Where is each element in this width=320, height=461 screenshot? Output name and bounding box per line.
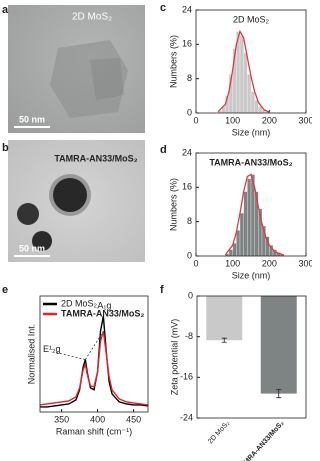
x-tick-label: 300 (298, 115, 312, 125)
x-tick-label: 0 (193, 258, 198, 268)
y-tick-label: -24 (180, 412, 193, 422)
annotation-line (85, 331, 104, 360)
x-tick-label: 100 (225, 258, 240, 268)
scale-bar-label: 50 nm (19, 243, 45, 253)
bar (260, 296, 297, 394)
x-tick-label: 300 (298, 258, 312, 268)
error-bar (276, 389, 282, 399)
figure: a 2D MoS₂ 50 nm b TAMRA-AN33/MoS₂ 50 nm … (2, 2, 312, 461)
y-axis-title: Normalised Int. (26, 324, 36, 385)
x-axis-title: Size (nm) (232, 270, 271, 280)
annotation-line (55, 352, 86, 360)
histogram-bar (243, 191, 248, 257)
x-tick-label: 450 (126, 414, 141, 424)
image-caption: TAMRA-AN33/MoS₂ (54, 153, 137, 163)
histogram-bar (228, 249, 233, 257)
y-tick-label: 8 (187, 73, 192, 83)
y-tick-label: 0 (187, 250, 192, 260)
panel-label: f (160, 284, 164, 296)
bar (206, 296, 243, 341)
image-caption: 2D MoS₂ (72, 12, 112, 23)
histogram-bar (250, 91, 255, 114)
y-tick-label: 0 (187, 107, 192, 117)
x-tick-label: 100 (225, 115, 240, 125)
y-tick-label: 24 (182, 4, 192, 14)
x-axis-title: Size (nm) (232, 127, 271, 137)
spectrum-line (39, 331, 149, 406)
legend-label: TAMRA-AN33/MoS₂ (61, 308, 144, 318)
x-axis-title: Raman shift (cm⁻¹) (56, 426, 132, 436)
y-tick-label: -16 (180, 372, 193, 382)
peak-annotation: E¹₂g (43, 344, 61, 354)
y-tick-label: 0 (188, 290, 193, 300)
y-axis-title: Zeta potential (mV) (169, 319, 179, 396)
plot-frame (196, 295, 307, 419)
histogram-bar (258, 106, 263, 114)
x-tick-label: 200 (262, 115, 277, 125)
panel-label: c (160, 2, 166, 14)
scale-bar-label: 50 nm (19, 114, 45, 124)
y-axis-title: Numbers (%) (168, 178, 178, 231)
histogram-bar (247, 178, 252, 257)
y-tick-label: 24 (182, 147, 192, 157)
panel-label: b (2, 142, 9, 154)
spectrum-line (40, 316, 149, 408)
x-tick-label: TAMRA-AN33/MoS₂ (237, 420, 286, 461)
tem-image-b (8, 140, 145, 262)
panel-label: e (2, 284, 8, 296)
peak-annotation: A₁g (97, 300, 111, 310)
histogram-bar (247, 74, 252, 114)
plot-frame (195, 152, 307, 257)
x-tick-label: 0 (193, 115, 198, 125)
x-tick-label: 400 (90, 414, 105, 424)
y-tick-label: 16 (182, 182, 192, 192)
legend-label: TAMRA-AN33/MoS₂ (209, 157, 292, 167)
x-tick-label: 200 (262, 258, 277, 268)
legend-label: 2D MoS₂ (61, 298, 98, 308)
panel-label: a (2, 4, 9, 16)
x-tick-label: 2D MoS₂ (207, 420, 231, 446)
error-bar (221, 337, 227, 343)
fit-curve (217, 29, 270, 113)
legend-label: 2D MoS₂ (233, 14, 270, 24)
y-tick-label: 8 (187, 216, 192, 226)
histogram-bar (239, 212, 244, 257)
panel-label: d (160, 144, 167, 156)
histogram-bar (239, 35, 244, 114)
histogram-bar (243, 52, 248, 114)
tem-image-a (8, 5, 145, 133)
histogram-bar (236, 230, 241, 257)
y-axis-title: Numbers (%) (168, 35, 178, 88)
fit-curve (224, 173, 285, 256)
x-tick-label: 350 (54, 414, 69, 424)
y-tick-label: -8 (185, 331, 193, 341)
plot-frame (195, 9, 307, 114)
y-tick-label: 16 (182, 39, 192, 49)
plot-frame (39, 295, 149, 413)
